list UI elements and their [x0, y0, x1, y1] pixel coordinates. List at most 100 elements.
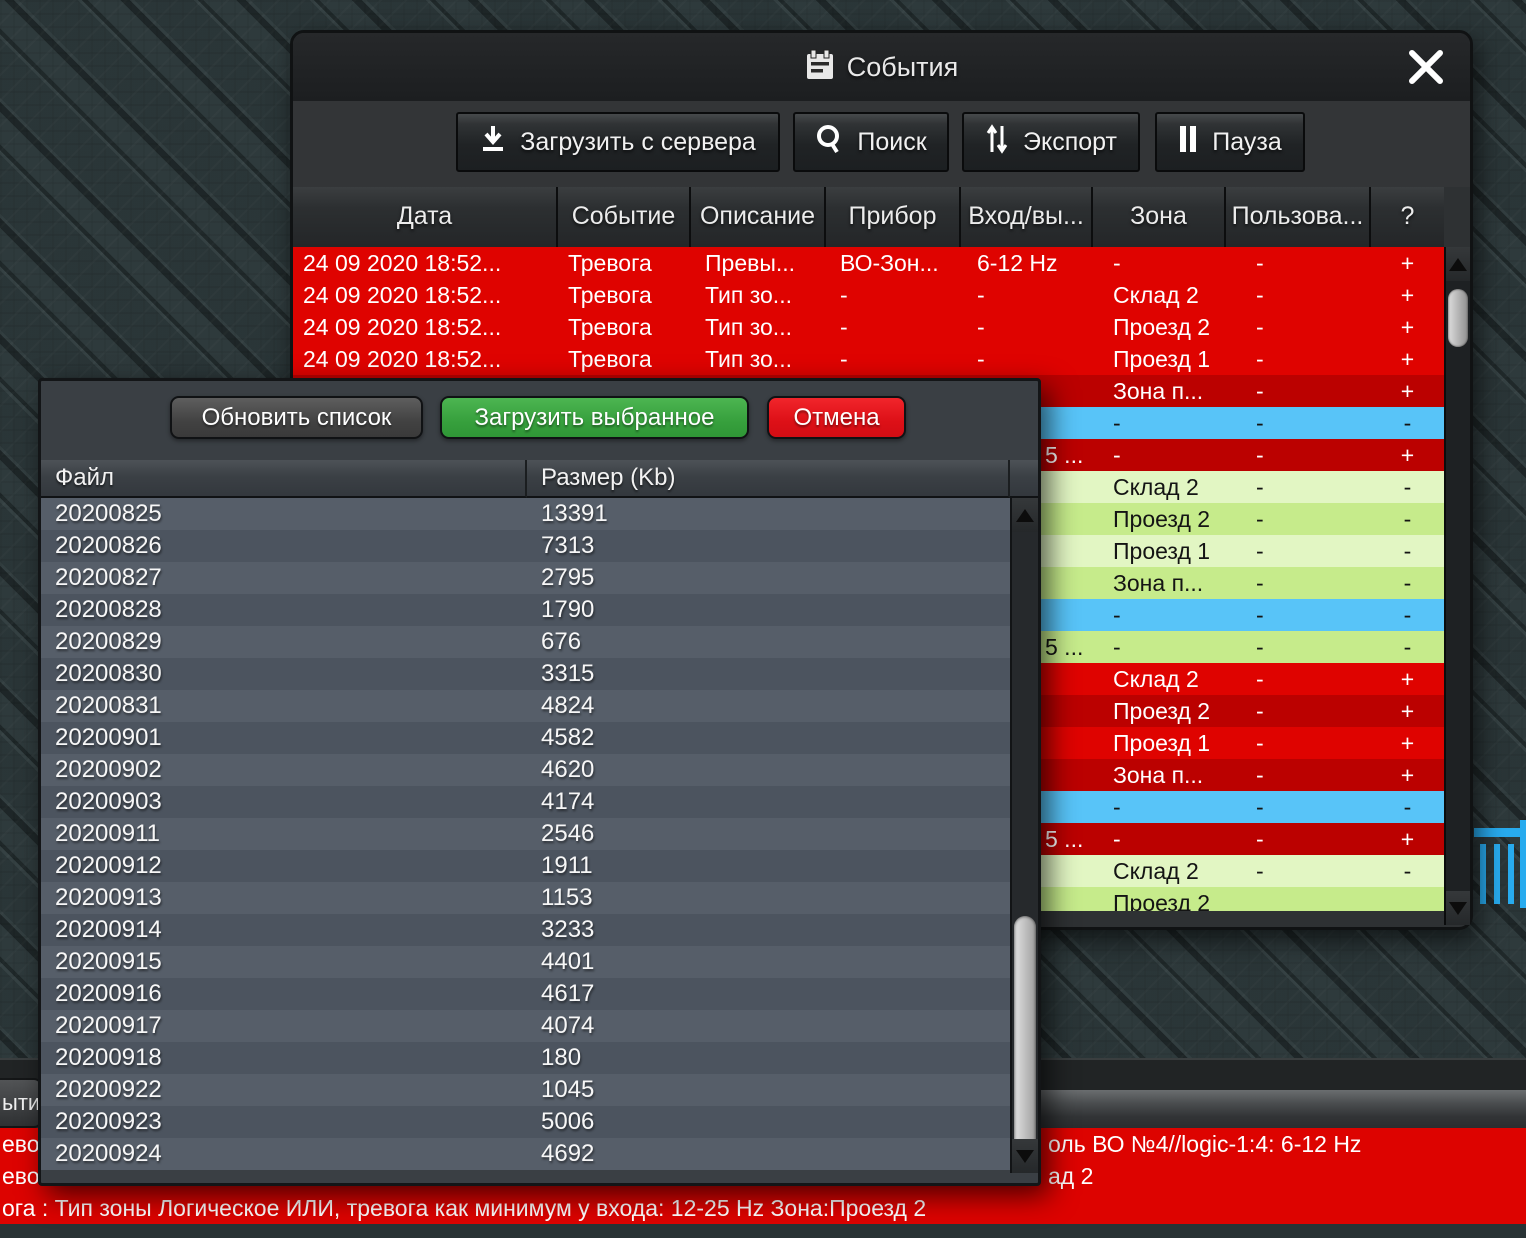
cell-io: 5 ... — [1045, 634, 1084, 660]
file-row[interactable]: 20200901 4582 — [41, 722, 1010, 754]
file-row[interactable]: 20200923 5006 — [41, 1106, 1010, 1138]
file-scrollbar-thumb[interactable] — [1014, 916, 1036, 1151]
cell-flag: - — [1403, 410, 1412, 436]
cell-flag: + — [1400, 314, 1415, 340]
bottom-event-row[interactable]: ога : Тип зоны Логическое ИЛИ, тревога к… — [0, 1192, 1526, 1224]
file-row[interactable]: 20200830 3315 — [41, 658, 1010, 690]
scroll-up-button[interactable] — [1446, 247, 1470, 281]
cell-file-size: 7313 — [541, 532, 595, 559]
file-row[interactable]: 20200913 1153 — [41, 882, 1010, 914]
cell-user: - — [1256, 346, 1264, 372]
cell-flag: + — [1400, 282, 1415, 308]
cell-user: - — [1256, 506, 1264, 532]
load-from-server-button[interactable]: Загрузить с сервера — [456, 112, 780, 172]
file-row[interactable]: 20200831 4824 — [41, 690, 1010, 722]
cell-description: Тип зо... — [705, 282, 792, 308]
column-header-size[interactable]: Размер (Kb) — [527, 460, 1010, 498]
column-header-date[interactable]: Дата — [293, 187, 558, 247]
events-window-titlebar[interactable]: События — [293, 33, 1470, 103]
cell-zone: - — [1113, 826, 1121, 852]
cell-file-name: 20200912 — [55, 852, 162, 879]
cell-flag: + — [1400, 762, 1415, 788]
button-label: Экспорт — [1023, 127, 1117, 156]
search-button[interactable]: Поиск — [793, 112, 949, 172]
scroll-up-button[interactable] — [1012, 498, 1038, 532]
bottom-panel-button-fragment[interactable]: ыти — [0, 1078, 42, 1128]
cell-event: Тревога — [568, 314, 652, 340]
file-table: Файл Размер (Kb) 20200825 13391 20200826… — [41, 460, 1038, 1173]
cell-user: - — [1256, 538, 1264, 564]
events-scrollbar[interactable] — [1444, 247, 1470, 925]
cell-io: 6-12 Hz — [977, 250, 1058, 276]
event-row[interactable]: 24 09 2020 18:52... Тревога Тип зо... - - Скл… — [293, 279, 1444, 311]
cell-flag: + — [1400, 442, 1415, 468]
pause-button[interactable]: Пауза — [1155, 112, 1305, 172]
file-row[interactable]: 20200902 4620 — [41, 754, 1010, 786]
refresh-list-button[interactable]: Обновить список — [170, 396, 423, 439]
cell-device: - — [840, 282, 848, 308]
column-header-zone[interactable]: Зона — [1093, 187, 1226, 247]
cell-file-name: 20200914 — [55, 916, 162, 943]
column-header-flag[interactable]: ? — [1371, 187, 1444, 247]
file-row[interactable]: 20200912 1911 — [41, 850, 1010, 882]
column-header-user[interactable]: Пользова... — [1226, 187, 1371, 247]
cell-file-name: 20200915 — [55, 948, 162, 975]
cell-file-size: 1045 — [541, 1076, 595, 1103]
column-header-description[interactable]: Описание — [691, 187, 826, 247]
file-row[interactable]: 20200903 4174 — [41, 786, 1010, 818]
file-row[interactable]: 20200828 1790 — [41, 594, 1010, 626]
cell-file-name: 20200830 — [55, 660, 162, 687]
cell-flag: + — [1400, 698, 1415, 724]
cell-file-size: 1790 — [541, 596, 595, 623]
event-row[interactable]: 24 09 2020 18:52... Тревога Превы... ВО-Зон… — [293, 247, 1444, 279]
file-row[interactable]: 20200826 7313 — [41, 530, 1010, 562]
file-row[interactable]: 20200917 4074 — [41, 1010, 1010, 1042]
cell-user: - — [1256, 250, 1264, 276]
cell-file-name: 20200913 — [55, 884, 162, 911]
cell-file-size: 4617 — [541, 980, 595, 1007]
column-header-file[interactable]: Файл — [41, 460, 527, 498]
cell-zone: - — [1113, 602, 1121, 628]
cell-user: - — [1256, 378, 1264, 404]
file-scrollbar[interactable] — [1010, 498, 1038, 1173]
file-row[interactable]: 20200825 13391 — [41, 498, 1010, 530]
file-row[interactable]: 20200922 1045 — [41, 1074, 1010, 1106]
file-download-dialog: Обновить список Загрузить выбранное Отме… — [38, 378, 1041, 1186]
column-header-device[interactable]: Прибор — [826, 187, 961, 247]
cell-file-name: 20200917 — [55, 1012, 162, 1039]
cell-file-size: 5006 — [541, 1108, 595, 1135]
file-row[interactable]: 20200911 2546 — [41, 818, 1010, 850]
cell-user: - — [1256, 698, 1264, 724]
close-button[interactable] — [1406, 47, 1446, 87]
cell-user: - — [1256, 314, 1264, 340]
export-button[interactable]: Экспорт — [962, 112, 1140, 172]
file-row[interactable]: 20200827 2795 — [41, 562, 1010, 594]
file-row[interactable]: 20200915 4401 — [41, 946, 1010, 978]
column-header-io[interactable]: Вход/вы... — [961, 187, 1093, 247]
cell-file-name: 20200901 — [55, 724, 162, 751]
cell-flag: - — [1403, 474, 1412, 500]
file-row[interactable]: 20200924 4692 — [41, 1138, 1010, 1170]
cell-flag: - — [1403, 634, 1412, 660]
event-row[interactable]: 24 09 2020 18:52... Тревога Тип зо... - - Про… — [293, 311, 1444, 343]
cell-user: - — [1256, 666, 1264, 692]
file-row[interactable]: 20200916 4617 — [41, 978, 1010, 1010]
scroll-up-arrow-icon — [1449, 257, 1467, 271]
cell-user: - — [1256, 634, 1264, 660]
sort-arrows-icon — [985, 123, 1009, 162]
scroll-down-button[interactable] — [1012, 1139, 1038, 1173]
cell-io: 5 ... — [1045, 442, 1084, 468]
file-row[interactable]: 20200829 676 — [41, 626, 1010, 658]
cancel-button[interactable]: Отмена — [767, 396, 906, 439]
column-header-event[interactable]: Событие — [558, 187, 691, 247]
file-table-header: Файл Размер (Kb) — [41, 460, 1038, 498]
cell-user: - — [1256, 474, 1264, 500]
event-row[interactable]: 24 09 2020 18:52... Тревога Тип зо... - - Про… — [293, 343, 1444, 375]
cell-flag: - — [1403, 538, 1412, 564]
file-row[interactable]: 20200914 3233 — [41, 914, 1010, 946]
scroll-down-button[interactable] — [1446, 891, 1470, 925]
scroll-down-arrow-icon — [1449, 901, 1467, 915]
file-row[interactable]: 20200918 180 — [41, 1042, 1010, 1074]
events-scrollbar-thumb[interactable] — [1448, 289, 1468, 347]
load-selected-button[interactable]: Загрузить выбранное — [440, 396, 749, 439]
